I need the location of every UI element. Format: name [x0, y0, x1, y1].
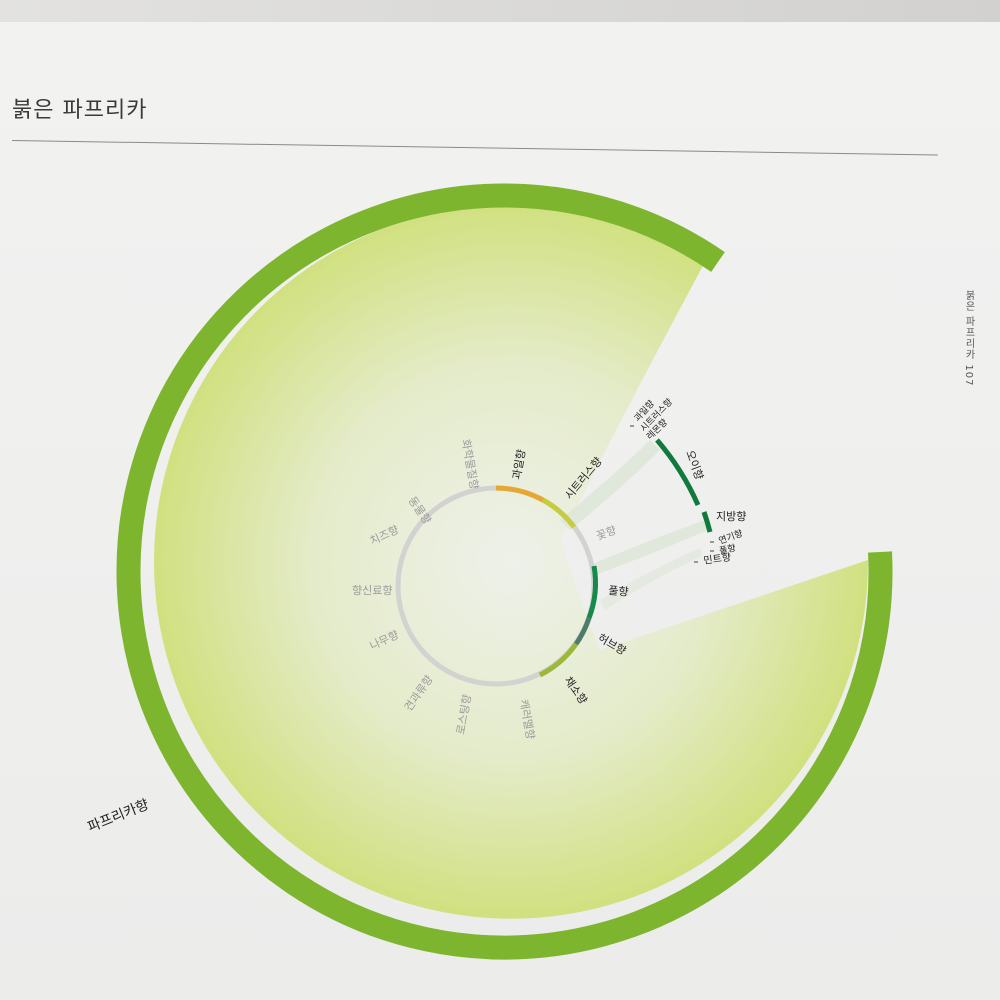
flow-ribbon-minor [600, 548, 702, 610]
minor-ticks [630, 425, 714, 563]
flow-ribbon-fatty [590, 520, 708, 575]
cucumber-arc [655, 438, 701, 507]
page-edge [0, 0, 1000, 22]
flow-ribbon-cucumber [560, 440, 660, 530]
ring-label-flower: 꽃향 [595, 524, 618, 543]
paprika-flow [154, 204, 869, 919]
ring-seg-herb [573, 617, 592, 646]
page-title: 붉은 파프리카 [12, 98, 148, 123]
outer-label-cucumber: 오이향 [683, 449, 706, 482]
ring-label-grass: 풀향 [608, 584, 629, 599]
ring-seg-grass [586, 565, 598, 619]
paprika-arc [116, 183, 893, 960]
outer-label-grass: 풀향 [718, 542, 737, 557]
outer-label-fatty: 지방향 [716, 510, 746, 523]
fatty-arc [701, 511, 713, 533]
ring-label-spice: 향신료향 [352, 584, 392, 597]
ring-label-fruity: 과일향 [509, 448, 528, 480]
outer-label-paprika: 파프리카향 [86, 797, 152, 836]
ring-seg-vegetable [538, 642, 579, 678]
ring-seg-fruity [495, 485, 545, 503]
outer-label-mint: 민트향 [703, 551, 732, 567]
running-head: 붉은 파프리카 107 [963, 290, 974, 387]
ring-seg-citrus [541, 497, 577, 529]
